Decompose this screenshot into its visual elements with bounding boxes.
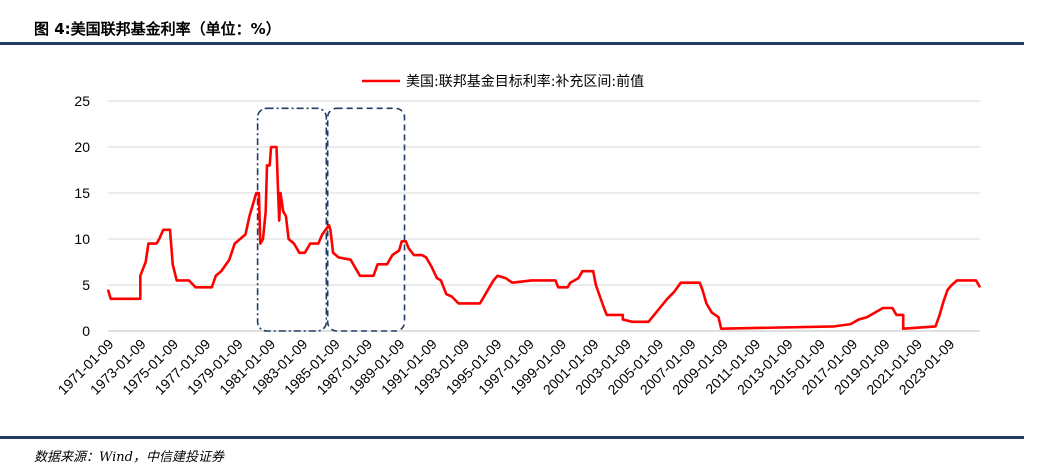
- y-tick-label: 5: [82, 277, 90, 293]
- annotation-boxes: [256, 107, 406, 332]
- gridlines: [108, 100, 980, 286]
- legend: 美国:联邦基金目标利率:补充区间:前值: [362, 73, 644, 90]
- series-group: [106, 145, 982, 331]
- y-tick-label: 20: [74, 139, 90, 155]
- y-tick-label: 15: [74, 185, 90, 201]
- footer-rule: [0, 436, 1024, 439]
- y-tick-label: 10: [74, 231, 90, 247]
- legend-label: 美国:联邦基金目标利率:补充区间:前值: [406, 73, 644, 90]
- figure-title: 图 4:美国联邦基金利率（单位：%）: [34, 20, 281, 38]
- source-note: 数据来源：Wind，中信建投证券: [34, 450, 224, 465]
- y-axis-ticks: 0 5 10 15 20 25: [74, 93, 90, 339]
- header-rule: [0, 42, 1024, 45]
- annotation-box: [256, 107, 328, 332]
- y-tick-label: 0: [82, 323, 90, 339]
- annotation-box: [326, 107, 406, 332]
- series-line: [106, 145, 982, 331]
- y-tick-label: 25: [74, 93, 90, 109]
- x-axis-ticks: 1971-01-091973-01-091975-01-091977-01-09…: [55, 336, 958, 398]
